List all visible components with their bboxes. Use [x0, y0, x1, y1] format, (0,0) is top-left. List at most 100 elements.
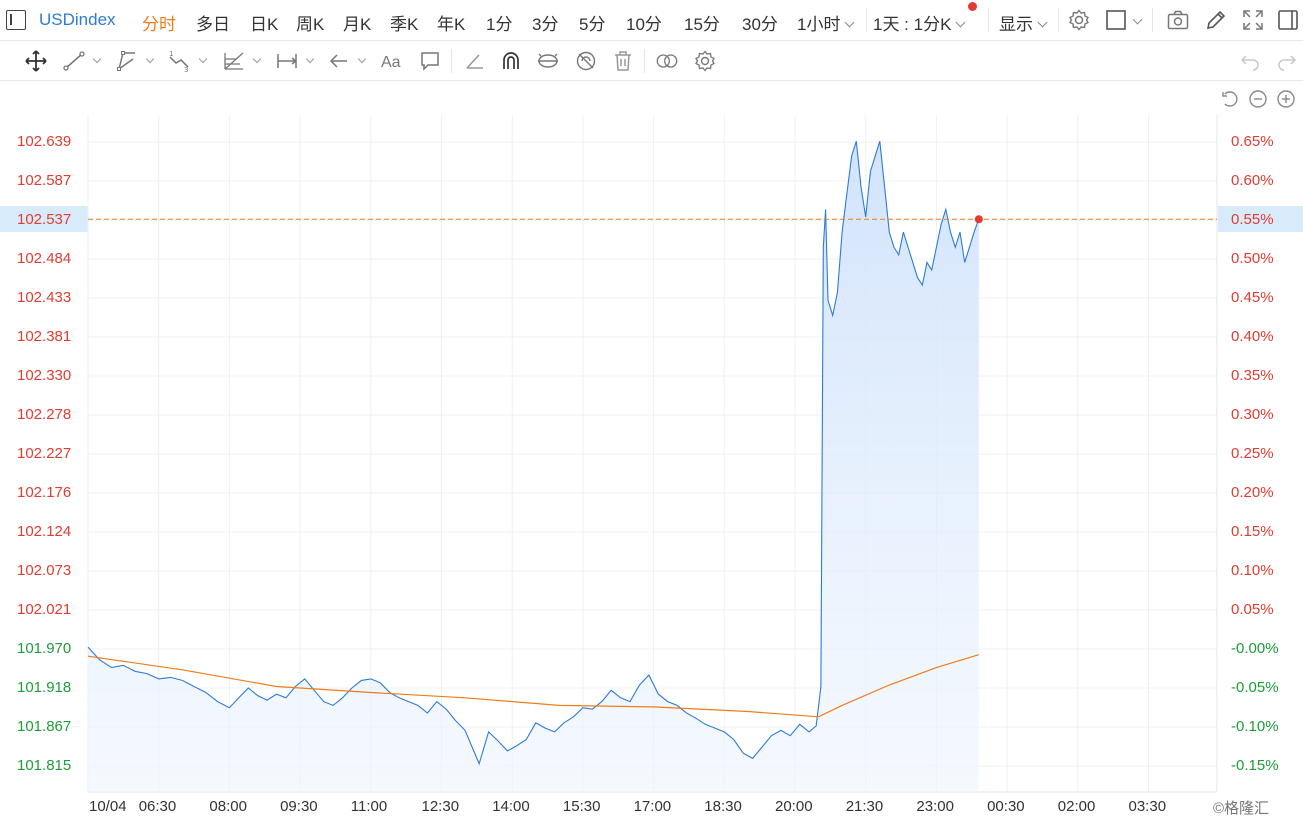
y-tick-right: -0.00%: [1231, 640, 1279, 657]
crosshair-move-icon[interactable]: [24, 49, 48, 73]
y-tick-left: 102.537: [17, 211, 72, 228]
price-line: [87, 141, 980, 766]
average-price-line: [87, 654, 979, 718]
settings-icon[interactable]: [1067, 8, 1091, 32]
chevron-down-icon[interactable]: [92, 54, 102, 64]
comment-icon[interactable]: [418, 49, 442, 73]
panel-icon[interactable]: [1276, 8, 1300, 32]
notification-dot: [968, 2, 977, 11]
y-tick-right: -0.05%: [1231, 679, 1279, 696]
interval-label: 1天 : 1分K: [873, 15, 952, 34]
period-tab-3min[interactable]: 3分: [532, 15, 559, 34]
hour-dropdown-label: 1小时: [797, 15, 841, 34]
period-tab-5min[interactable]: 5分: [579, 15, 606, 34]
y-tick-left: 101.918: [17, 679, 72, 696]
current-price-highlight-left: [0, 206, 88, 232]
period-tab-day[interactable]: 日K: [250, 15, 279, 34]
top-toolbar: USDindex 分时 多日 日K 周K 月K 季K 年K 1分 3分 5分 1…: [0, 0, 1303, 41]
drawing-toolbar: 1 3 Aa: [0, 41, 1303, 81]
x-tick: 14:00: [492, 798, 530, 815]
chevron-down-icon[interactable]: [198, 54, 208, 64]
magnet-icon[interactable]: [499, 49, 523, 73]
x-tick: 17:00: [633, 798, 672, 815]
interval-dropdown[interactable]: 1天 : 1分K: [873, 10, 966, 35]
zoom-out-icon[interactable]: [1248, 89, 1268, 109]
channel-icon[interactable]: [115, 49, 139, 73]
trend-line-icon[interactable]: [62, 49, 86, 73]
compare-icon[interactable]: [655, 49, 679, 73]
current-price-highlight-right: [1218, 206, 1303, 232]
chevron-down-icon[interactable]: [145, 54, 155, 64]
chevron-down-icon[interactable]: [305, 54, 315, 64]
y-tick-left: 101.815: [17, 757, 72, 774]
undo-icon[interactable]: [1238, 49, 1262, 73]
y-tick-right: 0.55%: [1231, 211, 1274, 228]
x-tick: 21:30: [845, 798, 884, 815]
layout-dropdown[interactable]: [1104, 8, 1146, 32]
y-tick-right: 0.25%: [1231, 445, 1274, 462]
y-tick-right: 0.45%: [1231, 289, 1274, 306]
x-tick: 03:30: [1128, 798, 1167, 815]
y-tick-right: -0.15%: [1231, 757, 1279, 774]
y-tick-right: 0.60%: [1231, 172, 1274, 189]
text-tool-icon[interactable]: Aa: [380, 49, 404, 73]
chevron-down-icon[interactable]: [357, 54, 367, 64]
symbol-name[interactable]: USDindex: [39, 10, 116, 29]
reset-zoom-icon[interactable]: [1221, 89, 1241, 109]
toolbar-divider: [1152, 8, 1153, 32]
y-tick-left: 102.021: [17, 601, 72, 618]
angle-icon[interactable]: [463, 49, 487, 73]
x-tick: 18:30: [704, 798, 742, 815]
current-price-dot: [974, 215, 983, 224]
period-tab-multi-day[interactable]: 多日: [196, 15, 230, 34]
period-tab-10min[interactable]: 10分: [626, 15, 662, 34]
zoom-in-icon[interactable]: [1276, 89, 1296, 109]
camera-icon[interactable]: [1166, 8, 1190, 32]
measure-icon[interactable]: [275, 49, 299, 73]
x-tick: 02:00: [1057, 798, 1096, 815]
period-tab-year[interactable]: 年K: [437, 15, 466, 34]
x-tick: 08:00: [209, 798, 247, 815]
period-tab-30min[interactable]: 30分: [742, 15, 778, 34]
y-tick-left: 102.227: [17, 445, 72, 462]
toolbar-divider: [866, 8, 867, 32]
y-tick-right: -0.10%: [1231, 718, 1279, 735]
pattern-icon[interactable]: 1 3: [167, 49, 191, 73]
x-tick: 10/04: [89, 798, 127, 815]
chevron-down-icon: [1132, 14, 1143, 25]
y-tick-left: 102.381: [17, 328, 72, 345]
svg-text:Aa: Aa: [381, 54, 401, 71]
period-tab-1min[interactable]: 1分: [486, 15, 513, 34]
period-tab-timeshare[interactable]: 分时: [142, 15, 176, 34]
toolbar-divider: [644, 49, 645, 73]
hide-drawings-icon[interactable]: [574, 49, 598, 73]
fibonacci-icon[interactable]: [222, 49, 246, 73]
redo-icon[interactable]: [1275, 49, 1299, 73]
y-tick-left: 101.867: [17, 718, 72, 735]
y-tick-right: 0.65%: [1231, 133, 1274, 150]
y-tick-right: 0.15%: [1231, 523, 1274, 540]
x-tick: 00:30: [987, 798, 1025, 815]
period-tab-month[interactable]: 月K: [343, 15, 372, 34]
chart-settings-icon[interactable]: [693, 49, 717, 73]
fullscreen-icon[interactable]: [1241, 8, 1265, 32]
y-tick-right: 0.10%: [1231, 562, 1274, 579]
x-tick: 15:30: [562, 798, 601, 815]
hour-dropdown[interactable]: 1小时: [797, 10, 855, 35]
period-tab-quarter[interactable]: 季K: [390, 15, 419, 34]
arrow-icon[interactable]: [327, 49, 351, 73]
pencil-icon[interactable]: [1204, 8, 1228, 32]
symbol-search-icon[interactable]: [6, 10, 26, 30]
y-tick-left: 102.484: [17, 250, 72, 267]
y-tick-right: 0.35%: [1231, 367, 1274, 384]
chevron-down-icon[interactable]: [252, 54, 262, 64]
y-tick-right: 0.05%: [1231, 601, 1274, 618]
period-tab-week[interactable]: 周K: [296, 15, 325, 34]
display-dropdown[interactable]: 显示: [999, 10, 1048, 35]
period-tab-15min[interactable]: 15分: [684, 15, 720, 34]
y-tick-left: 102.330: [17, 367, 72, 384]
trash-icon[interactable]: [611, 49, 635, 73]
visibility-icon[interactable]: [536, 49, 560, 73]
toolbar-divider: [1058, 8, 1059, 32]
